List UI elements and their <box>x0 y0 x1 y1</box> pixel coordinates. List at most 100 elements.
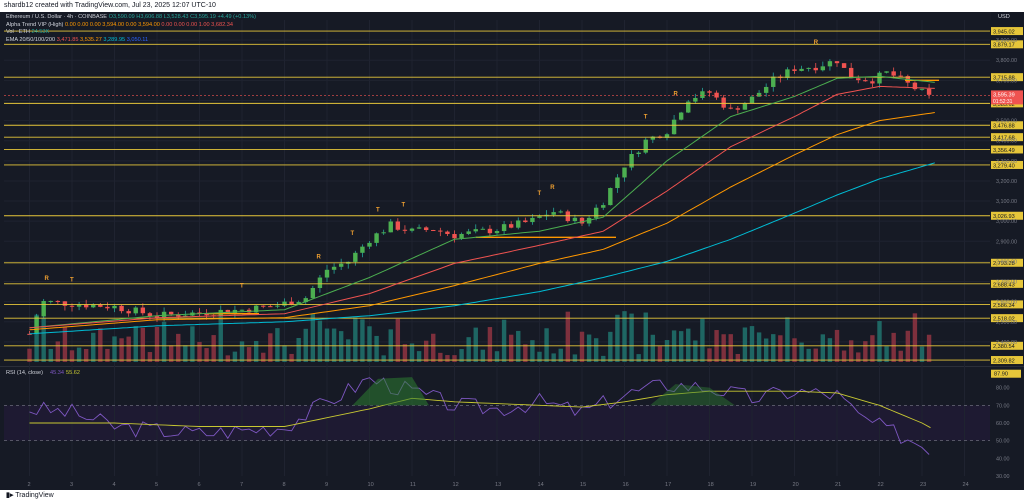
volume-bar <box>749 326 755 362</box>
volume-bar <box>516 330 521 362</box>
candle <box>360 246 365 253</box>
candle <box>593 207 599 218</box>
price-tick-label: 3,300.00 <box>996 159 1017 165</box>
time-tick-label: 5 <box>155 482 158 488</box>
volume-bar <box>161 321 167 362</box>
volume-bar <box>778 335 783 362</box>
candle <box>508 224 514 228</box>
candle <box>296 302 301 305</box>
volume-bar <box>190 326 195 362</box>
price-tick-label: 3,900.00 <box>996 38 1017 44</box>
chart-legend: Ethereum / U.S. Dollar · 4h · COINBASE O… <box>6 14 256 44</box>
time-tick-label: 12 <box>453 482 459 488</box>
volume-bar <box>926 334 932 362</box>
candle <box>763 86 769 93</box>
level-label: 3,026.93 <box>993 214 1015 220</box>
candle <box>275 305 280 307</box>
legend-ema-label: EMA 20/50/100/200 <box>6 36 56 43</box>
candle <box>268 306 273 308</box>
volume-bar <box>41 317 46 362</box>
candle <box>841 63 847 68</box>
volume-bar <box>601 355 606 362</box>
volume-bar <box>919 346 925 362</box>
candle <box>856 78 861 81</box>
candle <box>239 309 245 311</box>
volume-bar <box>289 353 294 362</box>
volume-bar <box>402 344 408 362</box>
level-label: 2,309.82 <box>993 358 1015 364</box>
candle <box>76 304 82 307</box>
level-label-bg <box>991 40 1023 49</box>
signal-marker: R <box>814 40 819 46</box>
volume-bar <box>261 352 266 362</box>
legend-ema-100: 3,289.95 <box>103 36 126 43</box>
volume-bar <box>119 338 124 362</box>
footer-bar: ▮▸ TradingView <box>0 490 1024 502</box>
price-chart[interactable]: 3,945.02 3,879.17 3,715.88 3,585.62 3,476.88… <box>0 12 1024 490</box>
candle <box>289 301 294 305</box>
tradingview-logo-icon: ▮▸ <box>6 492 14 499</box>
candle <box>870 81 875 84</box>
time-tick-label: 18 <box>708 482 714 488</box>
volume-bar <box>884 346 889 362</box>
signal-marker: R <box>317 255 322 261</box>
volume-bar <box>841 350 847 362</box>
candle <box>891 71 896 76</box>
price-tick-label: 3,800.00 <box>996 58 1017 64</box>
signal-marker: T <box>402 203 406 209</box>
legend-ema-20: 3,471.85 <box>56 36 79 43</box>
candle <box>34 316 39 334</box>
candle <box>225 309 231 314</box>
level-label-bg <box>991 279 1023 288</box>
price-tick-label: 3,400.00 <box>996 139 1017 145</box>
candle <box>381 232 386 234</box>
candle <box>395 221 401 230</box>
chart-area[interactable]: 3,945.02 3,879.17 3,715.88 3,585.62 3,476.88… <box>0 12 1024 490</box>
rsi-tick-label: 70.00 <box>996 403 1010 409</box>
volume-bar <box>466 337 471 362</box>
ema-lines <box>29 75 935 335</box>
level-label: 3,279.40 <box>993 163 1015 169</box>
rsi-overbought-fill <box>650 384 735 406</box>
candle <box>792 69 797 71</box>
volume-bar <box>76 347 82 362</box>
candle <box>686 101 691 113</box>
currency-label: USD <box>998 14 1010 20</box>
volume-bar <box>268 333 273 362</box>
candle <box>105 306 110 309</box>
time-tick-label: 7 <box>240 482 243 488</box>
candle <box>338 263 344 267</box>
volume-bar <box>848 340 854 362</box>
volume-bar <box>338 331 344 362</box>
candle <box>572 217 578 222</box>
candle <box>919 88 925 90</box>
legend-alpha-row: Alpha Trend VIP (High) 0.00 0.00 0.00 3,… <box>6 22 256 30</box>
volume-bar <box>445 355 450 362</box>
volume-bar <box>69 350 75 362</box>
volume-bar <box>693 340 698 362</box>
volume-bar <box>636 354 641 362</box>
time-tick-label: 9 <box>325 482 328 488</box>
candle <box>523 220 528 223</box>
signal-marker: T <box>240 284 244 290</box>
volume-bar <box>55 341 61 362</box>
candle <box>799 68 804 71</box>
candle <box>310 288 316 299</box>
volume-bar <box>395 318 401 362</box>
volume-bar <box>431 333 436 362</box>
candle <box>494 231 500 234</box>
volume-bar <box>317 320 323 362</box>
volume-bar <box>501 319 507 362</box>
volume-bar <box>126 336 131 362</box>
ema-line <box>29 85 935 329</box>
horizontal-levels: 3,945.02 3,879.17 3,715.88 3,585.62 3,476.88… <box>4 27 1023 364</box>
candle <box>282 301 287 306</box>
volume-bar <box>147 352 153 362</box>
volume-bar <box>176 333 181 362</box>
candle <box>707 91 712 93</box>
volume-bar <box>459 349 464 362</box>
time-tick-label: 22 <box>878 482 884 488</box>
currency-box <box>991 12 1024 20</box>
legend-alpha-values-2: 0.00 0.00 0.00 1.00 3,682.34 <box>161 21 233 28</box>
candle <box>771 76 776 87</box>
